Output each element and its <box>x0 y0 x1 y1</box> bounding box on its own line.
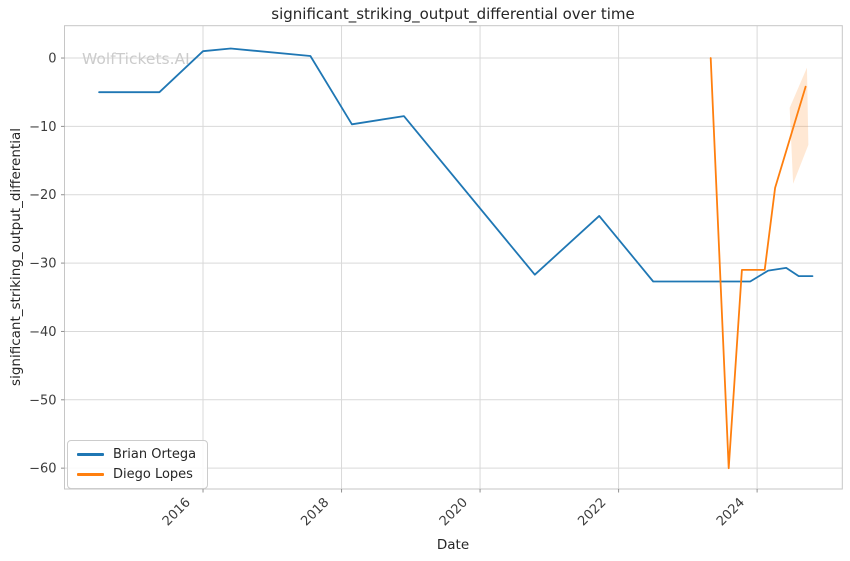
y-tick-label: 0 <box>48 52 56 67</box>
x-tick-label: 2020 <box>437 495 471 529</box>
y-tick-label: −20 <box>29 188 56 203</box>
series-line-brian-ortega <box>98 47 814 283</box>
legend-item-diego-lopes: Diego Lopes <box>77 465 196 484</box>
y-axis-label: significant_striking_output_differential <box>8 128 24 386</box>
plot-border <box>64 25 843 490</box>
chart-title: significant_striking_output_differential… <box>271 5 634 24</box>
x-tick-label: 2018 <box>298 495 332 529</box>
x-tick-label: 2024 <box>714 495 748 529</box>
x-axis-label: Date <box>437 537 469 553</box>
legend-swatch-diego-lopes <box>77 473 104 476</box>
legend-label-diego-lopes: Diego Lopes <box>113 467 193 482</box>
gridlines <box>64 25 843 489</box>
legend-label-brian-ortega: Brian Ortega <box>113 447 197 462</box>
y-tick-label: −10 <box>29 120 56 135</box>
series-line-diego-lopes <box>709 57 807 470</box>
series-lines <box>98 47 814 470</box>
y-tick-label: −40 <box>29 325 56 340</box>
y-tick-label: −50 <box>29 393 56 408</box>
legend-swatch-brian-ortega <box>77 453 104 456</box>
legend: Brian Ortega Diego Lopes <box>67 440 209 489</box>
confidence-band-diego-lopes <box>789 67 809 184</box>
y-tick-label: −30 <box>29 257 56 272</box>
y-tick-label: −60 <box>29 462 56 477</box>
legend-item-brian-ortega: Brian Ortega <box>77 445 196 464</box>
x-tick-label: 2016 <box>160 495 194 529</box>
x-tick-label: 2022 <box>575 495 609 529</box>
watermark: WolfTickets.AI <box>82 50 190 68</box>
